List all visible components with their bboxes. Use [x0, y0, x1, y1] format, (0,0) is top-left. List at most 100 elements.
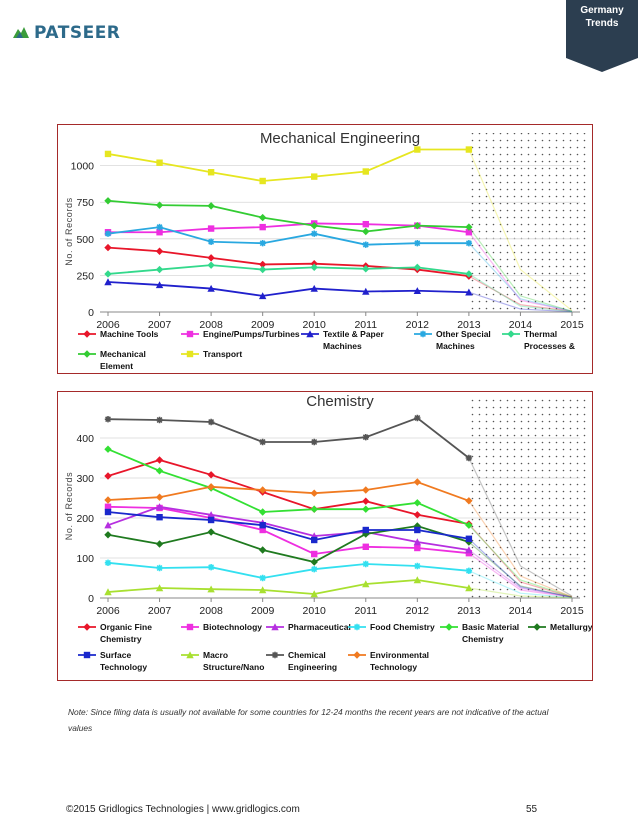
legend-entry: Environmental Technology — [348, 650, 429, 672]
data-point — [465, 584, 473, 592]
data-point — [465, 454, 473, 462]
series-chemical-engineering — [104, 414, 573, 597]
legend-swatch-marker — [186, 330, 194, 338]
y-tick-label: 750 — [76, 197, 94, 209]
series-line — [107, 459, 470, 525]
series-line-incomplete — [468, 541, 573, 598]
data-point — [104, 230, 112, 237]
legend-label: Organic Fine — [100, 622, 152, 632]
data-point — [207, 516, 215, 524]
y-tick-label: 0 — [88, 307, 94, 319]
data-point — [413, 499, 422, 507]
data-point — [155, 456, 164, 464]
legend-swatch-marker — [306, 330, 314, 338]
legend-swatch-marker — [83, 623, 91, 631]
series-line — [107, 199, 469, 233]
data-point — [310, 221, 318, 230]
series-line — [107, 481, 470, 502]
legend-entry: Textile & Paper Machines — [301, 329, 384, 351]
legend-entry: Basic Material Chemistry — [440, 622, 519, 644]
legend-entry: Engine/Pumps/Turbines — [181, 329, 300, 339]
data-point — [362, 526, 369, 534]
y-tick-label: 1000 — [71, 161, 95, 173]
data-point — [104, 508, 112, 516]
legend-swatch-marker — [186, 350, 194, 358]
data-point — [155, 247, 164, 255]
legend-swatch-marker — [353, 651, 361, 659]
legend-entry: Metallurgy — [528, 622, 592, 632]
x-tick-label: 2009 — [251, 605, 275, 617]
series-thermal-processes- — [104, 261, 573, 313]
series-line-incomplete — [468, 524, 573, 598]
data-point — [207, 254, 215, 262]
series-line-incomplete — [468, 149, 573, 312]
legend-label: Surface — [100, 650, 131, 660]
series-line-incomplete — [468, 538, 573, 598]
legend-label-line2: Technology — [100, 662, 147, 672]
logo-text: PATSEER — [34, 23, 121, 43]
data-point — [362, 580, 370, 588]
x-tick-label: 2006 — [96, 319, 120, 331]
legend-swatch-marker — [186, 651, 194, 659]
data-point — [156, 416, 163, 424]
data-point — [207, 511, 215, 518]
data-point — [310, 284, 318, 292]
data-point — [259, 438, 266, 446]
mechanical-chart-svg: 0 250 500 750 1000 2006 2007 2008 2009 2010 2011 20… — [64, 130, 590, 371]
data-point — [311, 550, 318, 558]
data-point — [413, 287, 422, 294]
data-point — [258, 486, 267, 494]
legend-entry: Thermal Processes & — [502, 329, 575, 351]
series-line-incomplete — [468, 523, 573, 598]
legend-label-line2: Machines — [436, 341, 475, 351]
series-line — [107, 505, 469, 555]
data-point — [155, 265, 164, 274]
data-point — [413, 263, 422, 272]
data-point — [413, 576, 422, 584]
legend-label-line2: Chemistry — [100, 634, 142, 644]
data-point — [311, 173, 318, 180]
series-environmental-technology — [104, 478, 573, 598]
series-line-incomplete — [468, 226, 573, 312]
data-point — [207, 261, 215, 269]
legend-entry: Macro Structure/Nano — [181, 650, 264, 672]
x-tick-label: 2015 — [560, 319, 584, 331]
legend-label-line2: Machines — [323, 341, 362, 351]
y-tick-label: 400 — [76, 433, 94, 445]
data-point — [104, 416, 112, 423]
data-point — [310, 590, 318, 598]
data-point — [362, 168, 369, 175]
legend-swatch-marker — [445, 623, 453, 631]
data-point — [155, 503, 164, 510]
data-point — [104, 445, 112, 453]
x-tick-label: 2015 — [560, 605, 584, 617]
series-line — [107, 579, 470, 595]
data-point — [413, 538, 422, 546]
data-point — [258, 508, 267, 516]
series-line-incomplete — [468, 273, 573, 313]
series-line-incomplete — [468, 587, 573, 599]
y-tick-label: 250 — [76, 270, 94, 282]
legend-label: Engine/Pumps/Turbines — [203, 329, 300, 339]
chart-title: Chemistry — [306, 393, 374, 410]
series-line-incomplete — [468, 549, 573, 598]
x-tick-label: 2012 — [406, 319, 430, 331]
series-line — [107, 281, 469, 297]
data-point — [414, 544, 421, 552]
x-tick-label: 2011 — [354, 605, 377, 617]
data-point — [258, 265, 267, 274]
series-line-incomplete — [468, 231, 573, 312]
series-line — [107, 505, 470, 551]
x-tick-label: 2006 — [96, 605, 120, 617]
data-point — [104, 521, 112, 529]
data-point — [414, 562, 421, 570]
data-point — [104, 197, 112, 205]
data-point — [259, 526, 266, 534]
shaded-incomplete-region — [468, 396, 590, 598]
data-point — [104, 531, 112, 539]
legend-label: Thermal — [524, 329, 557, 339]
x-tick-label: 2010 — [303, 319, 327, 331]
legend-entry: Organic Fine Chemistry — [78, 622, 152, 644]
data-point — [259, 574, 266, 582]
series-line-incomplete — [468, 500, 573, 598]
